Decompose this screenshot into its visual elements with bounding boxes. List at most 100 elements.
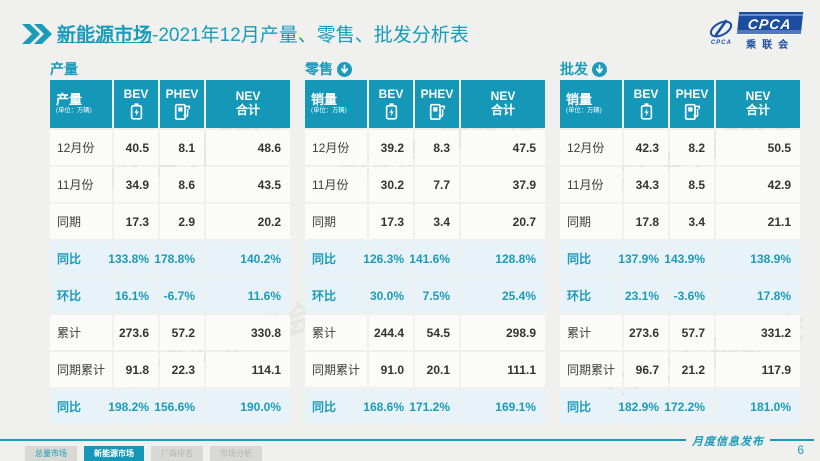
charging-station-icon	[684, 103, 700, 120]
publish-label: 月度信息发布	[692, 436, 764, 448]
nev-label: NEV	[490, 89, 516, 104]
table-header: 销量 (单位：万辆) BEV PHEV NEV 合计	[560, 80, 800, 128]
cell-nev: 330.8	[206, 315, 290, 350]
footer-nav: 总量市场 新能源市场 厂商排名 市场分析	[25, 446, 262, 461]
row-label: 环比	[305, 278, 367, 313]
cell-nev: 25.4%	[461, 278, 545, 313]
table-row: 累计 244.4 54.5 298.9	[305, 315, 545, 350]
table-row: 12月份 42.3 8.2 50.5	[560, 130, 800, 165]
battery-icon	[640, 103, 652, 120]
row-label: 同期累计	[50, 352, 112, 387]
cell-phev: 8.5	[670, 167, 714, 202]
table-row: 同比 137.9% 143.9% 138.9%	[560, 241, 800, 276]
row-label: 同比	[560, 389, 622, 424]
cell-bev: 96.7	[624, 352, 668, 387]
table-row: 累计 273.6 57.2 330.8	[50, 315, 290, 350]
cpca-logo: CPCA CPCA 乘联会	[708, 12, 804, 51]
cell-phev: 7.5%	[415, 278, 459, 313]
cell-phev: 2.9	[160, 204, 204, 239]
cell-nev: 42.9	[716, 167, 800, 202]
row-label: 环比	[560, 278, 622, 313]
cell-phev: 171.2%	[409, 389, 459, 424]
cell-phev: 143.9%	[664, 241, 714, 276]
row-label: 12月份	[50, 130, 112, 165]
tab-total-market[interactable]: 总量市场	[25, 446, 77, 461]
cell-phev: 8.2	[670, 130, 714, 165]
cpca-swoosh: CPCA	[708, 18, 734, 46]
table-row: 11月份 34.9 8.6 43.5	[50, 167, 290, 202]
header-phev: PHEV	[415, 80, 459, 128]
cell-bev: 34.9	[114, 167, 158, 202]
row-label: 同比	[50, 389, 112, 424]
row-label: 环比	[50, 278, 112, 313]
header-nev: NEV 合计	[716, 80, 800, 128]
table-header: 销量 (单位：万辆) BEV PHEV NEV 合计	[305, 80, 545, 128]
tab-oem-ranking[interactable]: 厂商排名	[151, 446, 203, 461]
bev-label: BEV	[378, 87, 404, 102]
cell-phev: -6.7%	[160, 278, 204, 313]
nev-label: NEV	[235, 89, 261, 104]
unit-label: (单位：万辆)	[566, 107, 602, 115]
row-label: 同期	[560, 204, 622, 239]
logo-abbr: CPCA	[737, 12, 804, 35]
table-row: 同比 126.3% 141.6% 128.8%	[305, 241, 545, 276]
cell-bev: 40.5	[114, 130, 158, 165]
page-number: 6	[797, 443, 804, 457]
unit-label: (单位：万辆)	[311, 107, 347, 115]
header-phev: PHEV	[160, 80, 204, 128]
table-row: 同比 133.8% 178.8% 140.2%	[50, 241, 290, 276]
cell-nev: 140.2%	[206, 241, 290, 276]
cell-bev: 17.3	[114, 204, 158, 239]
cell-bev: 133.8%	[108, 241, 158, 276]
table-row: 累计 273.6 57.7 331.2	[560, 315, 800, 350]
tables-area: 产量 产量 (单位：万辆) BEV PHEV NEV 合计 12月份 40.5 8.…	[50, 58, 800, 424]
footer-divider	[0, 439, 686, 441]
header-nev: NEV 合计	[461, 80, 545, 128]
table-row: 同期累计 91.8 22.3 114.1	[50, 352, 290, 387]
cell-bev: 42.3	[624, 130, 668, 165]
table-row: 同比 182.9% 172.2% 181.0%	[560, 389, 800, 424]
wholesale-table: 批发 销量 (单位：万辆) BEV PHEV NEV 合计 12月份 42.3 8.…	[560, 58, 800, 424]
cell-phev: 178.8%	[154, 241, 204, 276]
cell-bev: 17.8	[624, 204, 668, 239]
section-title: 零售	[305, 61, 333, 77]
cell-phev: 8.1	[160, 130, 204, 165]
cell-bev: 182.9%	[618, 389, 668, 424]
cell-phev: 3.4	[415, 204, 459, 239]
tab-market-analysis[interactable]: 市场分析	[210, 446, 262, 461]
nev-total-label: 合计	[745, 103, 770, 117]
cell-phev: 156.6%	[154, 389, 204, 424]
table-row: 同期 17.3 2.9 20.2	[50, 204, 290, 239]
footer-divider	[770, 439, 814, 441]
cell-nev: 181.0%	[716, 389, 800, 424]
tab-nev-market[interactable]: 新能源市场	[84, 446, 144, 461]
table-row: 环比 23.1% -3.6% 17.8%	[560, 278, 800, 313]
table-row: 环比 30.0% 7.5% 25.4%	[305, 278, 545, 313]
row-label: 累计	[50, 315, 112, 350]
cpca-swoosh-icon	[710, 19, 733, 37]
nev-label: NEV	[745, 89, 771, 104]
header-bev: BEV	[114, 80, 158, 128]
row-label: 同期累计	[560, 352, 622, 387]
cell-nev: 298.9	[461, 315, 545, 350]
title-highlight: 新能源市场	[57, 25, 153, 46]
row-label: 同比	[560, 241, 622, 276]
page-title-text: 新能源市场-2021年12月产量、零售、批发分析表	[57, 20, 469, 47]
production-section-head: 产量	[50, 58, 290, 80]
cell-nev: 128.8%	[461, 241, 545, 276]
cell-bev: 30.2	[369, 167, 413, 202]
cell-phev: 3.4	[670, 204, 714, 239]
cell-phev: 57.2	[160, 315, 204, 350]
cell-bev: 23.1%	[624, 278, 668, 313]
header-corner: 产量 (单位：万辆)	[50, 80, 112, 128]
cell-phev: 22.3	[160, 352, 204, 387]
cell-nev: 190.0%	[206, 389, 290, 424]
cell-nev: 20.2	[206, 204, 290, 239]
row-label: 12月份	[305, 130, 367, 165]
page-title: 新能源市场-2021年12月产量、零售、批发分析表	[22, 20, 469, 47]
header-corner: 销量 (单位：万辆)	[305, 80, 367, 128]
section-title: 产量	[50, 61, 78, 77]
header-phev: PHEV	[670, 80, 714, 128]
row-label: 11月份	[50, 167, 112, 202]
